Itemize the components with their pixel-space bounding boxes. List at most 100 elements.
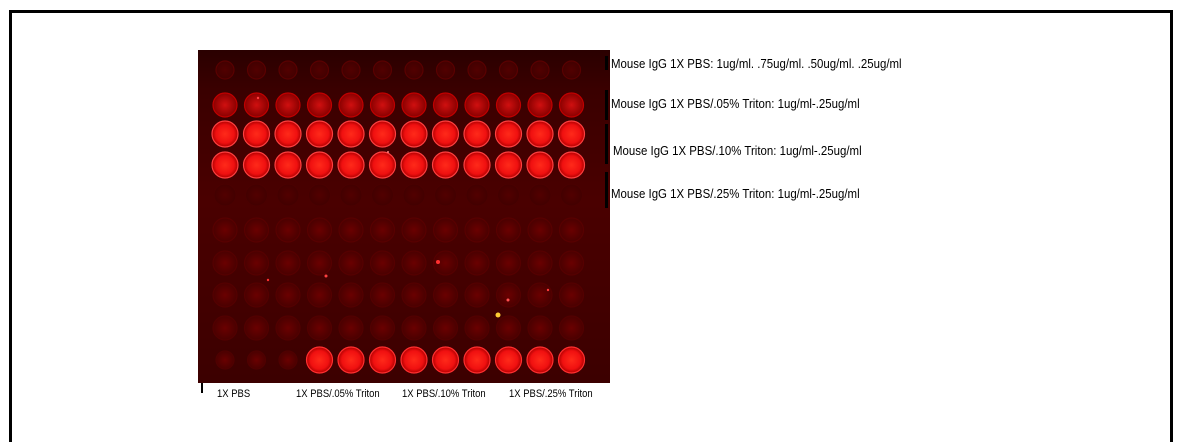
plate-speck bbox=[495, 312, 501, 318]
plate-well bbox=[558, 282, 585, 308]
plate-well bbox=[463, 120, 491, 148]
plate-well bbox=[495, 282, 522, 308]
plate-well bbox=[432, 315, 459, 341]
plate-speck bbox=[256, 96, 260, 100]
plate-well bbox=[527, 282, 553, 308]
plate-well bbox=[463, 346, 491, 374]
plate-well bbox=[243, 250, 270, 276]
plate-well bbox=[244, 183, 269, 207]
plate-well bbox=[402, 183, 426, 207]
plate-well bbox=[246, 60, 267, 80]
plate-speck bbox=[387, 151, 389, 153]
plate-well bbox=[561, 60, 582, 80]
plate-well bbox=[433, 183, 458, 207]
plate-well bbox=[495, 315, 522, 341]
column-label-10-triton: 1X PBS/.10% Triton bbox=[402, 388, 486, 400]
plate-well bbox=[527, 92, 553, 118]
row-label-25-triton: Mouse IgG 1X PBS/.25% Triton: 1ug/ml-.25… bbox=[611, 186, 860, 201]
plate-well bbox=[274, 120, 302, 148]
plate-well bbox=[464, 92, 490, 118]
plate-well bbox=[369, 217, 396, 243]
plate-well bbox=[306, 282, 333, 308]
plate-well bbox=[432, 217, 459, 243]
plate-well bbox=[498, 60, 519, 80]
plate-well bbox=[307, 183, 332, 207]
plate-well bbox=[431, 346, 460, 374]
plate-wells bbox=[198, 50, 610, 383]
plate-well bbox=[369, 315, 396, 341]
plate-speck bbox=[436, 260, 440, 264]
plate-well bbox=[368, 120, 397, 148]
plate-well bbox=[372, 60, 393, 80]
plate-well bbox=[401, 282, 427, 308]
plate-well bbox=[530, 60, 550, 80]
plate-well bbox=[337, 120, 365, 148]
column-label-25-triton: 1X PBS/.25% Triton bbox=[509, 388, 593, 400]
plate-well bbox=[278, 60, 298, 80]
plate-well bbox=[243, 92, 270, 118]
plate-well bbox=[309, 60, 330, 80]
plate-well bbox=[558, 217, 585, 243]
plate-well bbox=[337, 151, 365, 179]
plate-well bbox=[339, 183, 363, 207]
plate-speck bbox=[546, 288, 550, 292]
plate-well bbox=[559, 183, 584, 207]
plate-well bbox=[275, 315, 301, 341]
plate-well bbox=[305, 120, 334, 148]
plate-well bbox=[465, 183, 489, 207]
plate-well bbox=[400, 346, 428, 374]
plate-well bbox=[212, 92, 238, 118]
plate-well bbox=[246, 350, 267, 370]
plate-well bbox=[306, 250, 333, 276]
plate-well bbox=[400, 151, 428, 179]
plate-well bbox=[306, 92, 333, 118]
plate-well bbox=[464, 282, 490, 308]
row-marker-2 bbox=[605, 90, 608, 120]
plate-well bbox=[494, 120, 523, 148]
plate-well bbox=[215, 350, 235, 370]
plate-well bbox=[212, 217, 238, 243]
plate-speck bbox=[266, 278, 270, 282]
plate-well bbox=[401, 250, 427, 276]
plate-well bbox=[557, 346, 586, 374]
plate-well bbox=[275, 250, 301, 276]
plate-well bbox=[368, 346, 397, 374]
plate-well bbox=[243, 217, 270, 243]
plate-well bbox=[306, 315, 333, 341]
column-label-05-triton: 1X PBS/.05% Triton bbox=[296, 388, 380, 400]
plate-well bbox=[495, 217, 522, 243]
plate-well bbox=[432, 92, 459, 118]
plate-well bbox=[369, 92, 396, 118]
plate-well bbox=[370, 183, 395, 207]
plate-well bbox=[527, 217, 553, 243]
plate-well bbox=[275, 92, 301, 118]
plate-well bbox=[431, 151, 460, 179]
plate-well bbox=[306, 217, 333, 243]
plate-well bbox=[557, 151, 586, 179]
plate-well bbox=[467, 60, 487, 80]
plate-well bbox=[464, 217, 490, 243]
plate-speck bbox=[324, 274, 328, 278]
plate-well bbox=[526, 151, 554, 179]
plate-well bbox=[368, 151, 397, 179]
plate-well bbox=[275, 282, 301, 308]
plate-well bbox=[369, 250, 396, 276]
row-label-1x-pbs: Mouse IgG 1X PBS: 1ug/ml. .75ug/ml. .50u… bbox=[611, 56, 902, 71]
plate-well bbox=[463, 151, 491, 179]
plate-well bbox=[305, 346, 334, 374]
plate-well bbox=[338, 282, 364, 308]
plate-well bbox=[243, 315, 270, 341]
plate-well bbox=[211, 120, 239, 148]
plate-well bbox=[401, 217, 427, 243]
plate-axis-mark bbox=[201, 383, 203, 393]
plate-well bbox=[558, 92, 585, 118]
plate-well bbox=[404, 60, 424, 80]
plate-well bbox=[558, 315, 585, 341]
plate-well bbox=[558, 250, 585, 276]
plate-well bbox=[212, 250, 238, 276]
row-marker-3 bbox=[605, 124, 608, 164]
row-label-10-triton: Mouse IgG 1X PBS/.10% Triton: 1ug/ml-.25… bbox=[613, 143, 862, 158]
plate-well bbox=[400, 120, 428, 148]
plate-well bbox=[369, 282, 396, 308]
plate-well bbox=[528, 183, 552, 207]
